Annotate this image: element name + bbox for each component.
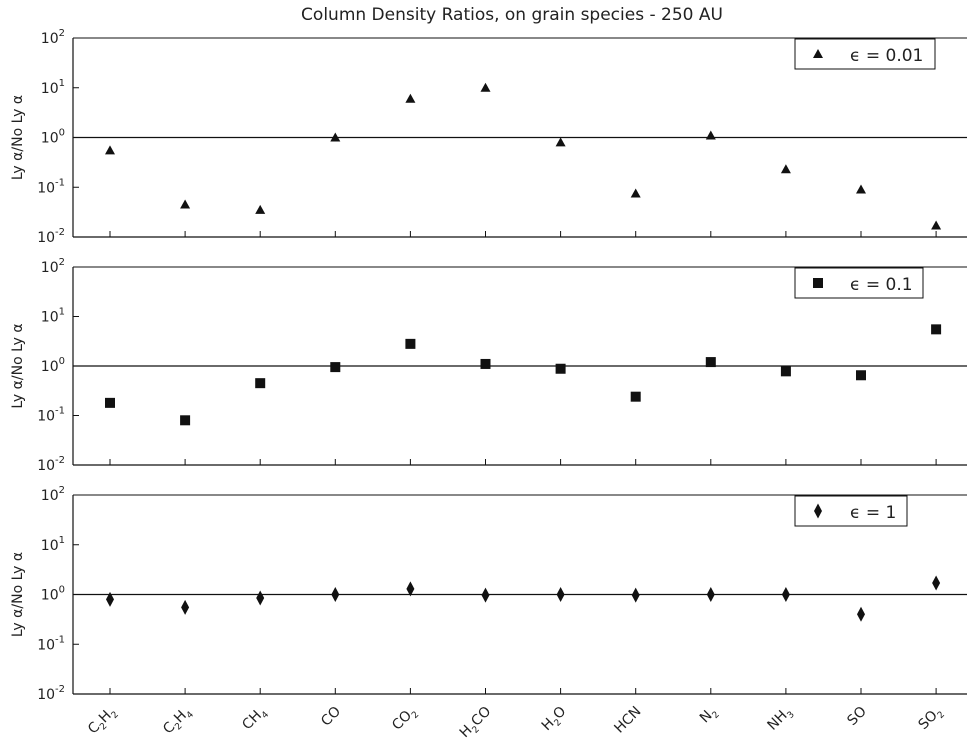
legend-box xyxy=(794,267,924,299)
data-point xyxy=(780,164,791,174)
data-point xyxy=(181,599,190,615)
x-tick-label: CO xyxy=(318,704,344,730)
y-axis-label: Ly α/No Ly α xyxy=(10,552,26,637)
data-point xyxy=(106,591,114,607)
y-tick-label: 10-2 xyxy=(37,227,65,246)
data-point xyxy=(180,415,191,426)
y-tick-label: 100 xyxy=(41,356,65,375)
x-tick-label: C2H2 xyxy=(85,704,121,740)
x-tick-label: CO2 xyxy=(389,704,421,736)
data-point xyxy=(331,587,340,602)
y-axis-label: Ly α/No Ly α xyxy=(10,323,26,408)
y-tick-label: 101 xyxy=(41,78,65,97)
chart-title: Column Density Ratios, on grain species … xyxy=(301,5,723,25)
data-point xyxy=(255,378,266,389)
data-point xyxy=(406,581,415,597)
data-point xyxy=(780,366,791,377)
legend-marker xyxy=(814,503,822,519)
y-tick-label: 10-1 xyxy=(37,634,65,653)
data-point xyxy=(105,145,115,155)
data-point xyxy=(556,587,565,602)
legend-label: ϵ = 1 xyxy=(850,503,896,523)
legend-label: ϵ = 0.1 xyxy=(850,275,913,295)
x-tick-label: C2H4 xyxy=(160,703,196,739)
y-tick-label: 10-2 xyxy=(37,455,65,474)
data-point xyxy=(630,188,641,198)
data-point xyxy=(405,338,416,349)
y-tick-label: 10-1 xyxy=(37,406,65,425)
data-point xyxy=(931,220,942,230)
data-point xyxy=(256,590,265,606)
data-point xyxy=(856,184,866,194)
data-point xyxy=(180,199,191,209)
x-tick-label: H2CO xyxy=(457,704,497,741)
data-point xyxy=(705,357,716,368)
legend-label: ϵ = 0.01 xyxy=(850,46,923,66)
legend-box xyxy=(794,495,908,527)
data-point xyxy=(481,587,490,603)
data-point xyxy=(856,370,866,381)
y-tick-label: 10-2 xyxy=(37,684,65,703)
data-point xyxy=(480,82,491,92)
legend-marker xyxy=(813,278,823,288)
data-point xyxy=(857,606,865,622)
data-point xyxy=(480,358,491,369)
y-tick-label: 101 xyxy=(41,535,65,554)
x-tick-label: N2 xyxy=(697,704,722,729)
y-tick-label: 100 xyxy=(41,128,65,147)
x-tick-label: SO xyxy=(844,704,869,729)
y-tick-label: 102 xyxy=(41,485,65,504)
data-point xyxy=(932,575,941,591)
x-tick-label: SO2 xyxy=(915,704,947,736)
x-tick-label: NH3 xyxy=(765,704,797,736)
data-point xyxy=(255,204,266,214)
data-point xyxy=(705,130,716,140)
data-point xyxy=(555,137,566,147)
data-point xyxy=(781,587,790,602)
y-tick-label: 10-1 xyxy=(37,177,65,196)
y-tick-label: 101 xyxy=(41,307,65,326)
data-point xyxy=(630,391,641,402)
data-point xyxy=(631,587,640,603)
data-point xyxy=(706,587,715,602)
y-tick-label: 102 xyxy=(41,257,65,276)
data-point xyxy=(105,397,115,408)
x-tick-label: CH4 xyxy=(239,703,271,735)
y-tick-label: 102 xyxy=(41,28,65,47)
x-tick-label: H2O xyxy=(539,704,572,737)
legend-marker xyxy=(813,49,823,58)
data-point xyxy=(555,363,566,374)
data-point xyxy=(330,362,341,373)
y-tick-label: 100 xyxy=(41,585,65,604)
data-point xyxy=(330,132,341,142)
data-point xyxy=(931,324,942,335)
data-point xyxy=(405,93,416,103)
x-tick-label: HCN xyxy=(611,704,644,737)
y-axis-label: Ly α/No Ly α xyxy=(10,95,26,180)
